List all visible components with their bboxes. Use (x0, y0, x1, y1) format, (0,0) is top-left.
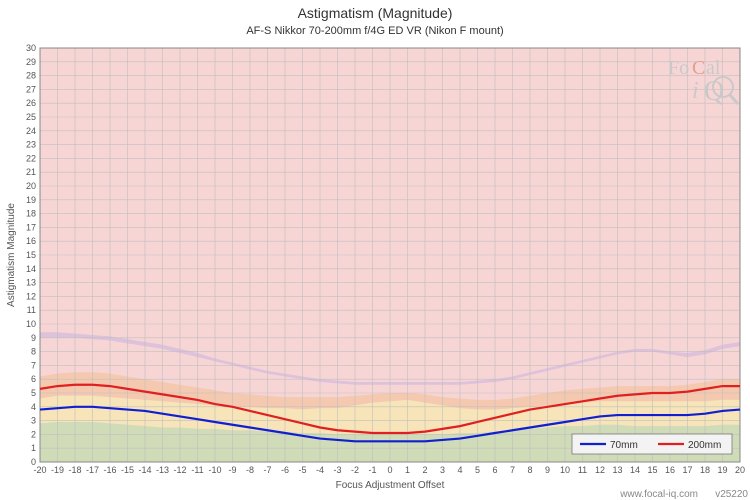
y-tick: 21 (26, 167, 36, 177)
x-tick: 15 (647, 465, 657, 475)
y-tick: 13 (26, 278, 36, 288)
y-tick: 22 (26, 153, 36, 163)
y-tick: 11 (27, 305, 36, 315)
y-tick: 20 (26, 181, 36, 191)
y-tick: 16 (26, 236, 36, 246)
watermark-i: i (692, 78, 699, 104)
x-tick: -18 (68, 465, 81, 475)
x-tick: -8 (246, 465, 254, 475)
x-tick: -15 (121, 465, 134, 475)
astigmatism-chart: FoCaliQ-20-19-18-17-16-15-14-13-12-11-10… (0, 0, 750, 500)
y-tick: 2 (31, 429, 36, 439)
x-tick: -14 (138, 465, 151, 475)
x-tick: -2 (351, 465, 359, 475)
x-tick: 10 (560, 465, 570, 475)
x-tick: 17 (682, 465, 692, 475)
y-tick: 15 (26, 250, 36, 260)
legend-a-label: 70mm (610, 440, 638, 451)
y-tick: 17 (26, 222, 36, 232)
y-axis-label: Astigmatism Magnitude (6, 203, 17, 307)
y-tick: 6 (31, 374, 36, 384)
x-tick: 4 (457, 465, 462, 475)
y-tick: 0 (31, 457, 36, 467)
x-tick: 11 (578, 465, 587, 475)
x-tick: -12 (173, 465, 186, 475)
x-tick: -1 (368, 465, 376, 475)
x-tick: -17 (86, 465, 99, 475)
y-tick: 12 (26, 291, 36, 301)
y-tick: 23 (26, 140, 36, 150)
y-tick: 4 (31, 402, 36, 412)
x-tick: 20 (735, 465, 745, 475)
x-tick: 3 (440, 465, 445, 475)
x-tick: 18 (700, 465, 710, 475)
chart-svg: FoCaliQ-20-19-18-17-16-15-14-13-12-11-10… (0, 0, 750, 500)
x-tick: 12 (595, 465, 605, 475)
x-tick: -13 (156, 465, 169, 475)
x-tick: 19 (717, 465, 727, 475)
chart-title: Astigmatism (Magnitude) (298, 5, 453, 21)
y-tick: 29 (26, 57, 36, 67)
x-tick: 6 (492, 465, 497, 475)
x-axis-label: Focus Adjustment Offset (336, 480, 445, 491)
y-tick: 30 (26, 43, 36, 53)
x-tick: -3 (333, 465, 341, 475)
x-tick: 8 (527, 465, 532, 475)
x-tick: 9 (545, 465, 550, 475)
x-tick: -16 (103, 465, 116, 475)
y-tick: 5 (31, 388, 36, 398)
y-tick: 9 (31, 333, 36, 343)
x-tick: 0 (387, 465, 392, 475)
legend-b-label: 200mm (688, 440, 721, 451)
x-tick: 7 (510, 465, 515, 475)
footer-url: www.focal-iq.com (619, 489, 698, 500)
chart-subtitle: AF-S Nikkor 70-200mm f/4G ED VR (Nikon F… (246, 25, 503, 37)
x-tick: -9 (228, 465, 236, 475)
y-tick: 19 (26, 195, 36, 205)
y-tick: 26 (26, 98, 36, 108)
x-tick: 14 (630, 465, 640, 475)
y-tick: 1 (31, 443, 36, 453)
y-tick: 3 (31, 416, 36, 426)
y-tick: 24 (26, 126, 36, 136)
x-tick: -5 (298, 465, 306, 475)
x-tick: 2 (422, 465, 427, 475)
y-tick: 27 (26, 84, 36, 94)
x-tick: -11 (191, 465, 203, 475)
y-tick: 7 (31, 360, 36, 370)
x-tick: 13 (612, 465, 622, 475)
y-tick: 14 (26, 264, 36, 274)
y-tick: 10 (26, 319, 36, 329)
x-tick: -6 (281, 465, 289, 475)
x-tick: -7 (263, 465, 271, 475)
footer-version: v25220 (715, 489, 748, 500)
y-tick: 8 (31, 347, 36, 357)
x-tick: -19 (51, 465, 64, 475)
x-tick: -10 (208, 465, 221, 475)
x-tick: -4 (316, 465, 324, 475)
watermark-fo: Fo (668, 57, 689, 79)
y-tick: 25 (26, 112, 36, 122)
y-tick: 28 (26, 71, 36, 81)
y-tick: 18 (26, 209, 36, 219)
x-tick: 1 (405, 465, 410, 475)
x-tick: 16 (665, 465, 675, 475)
x-tick: 5 (475, 465, 480, 475)
